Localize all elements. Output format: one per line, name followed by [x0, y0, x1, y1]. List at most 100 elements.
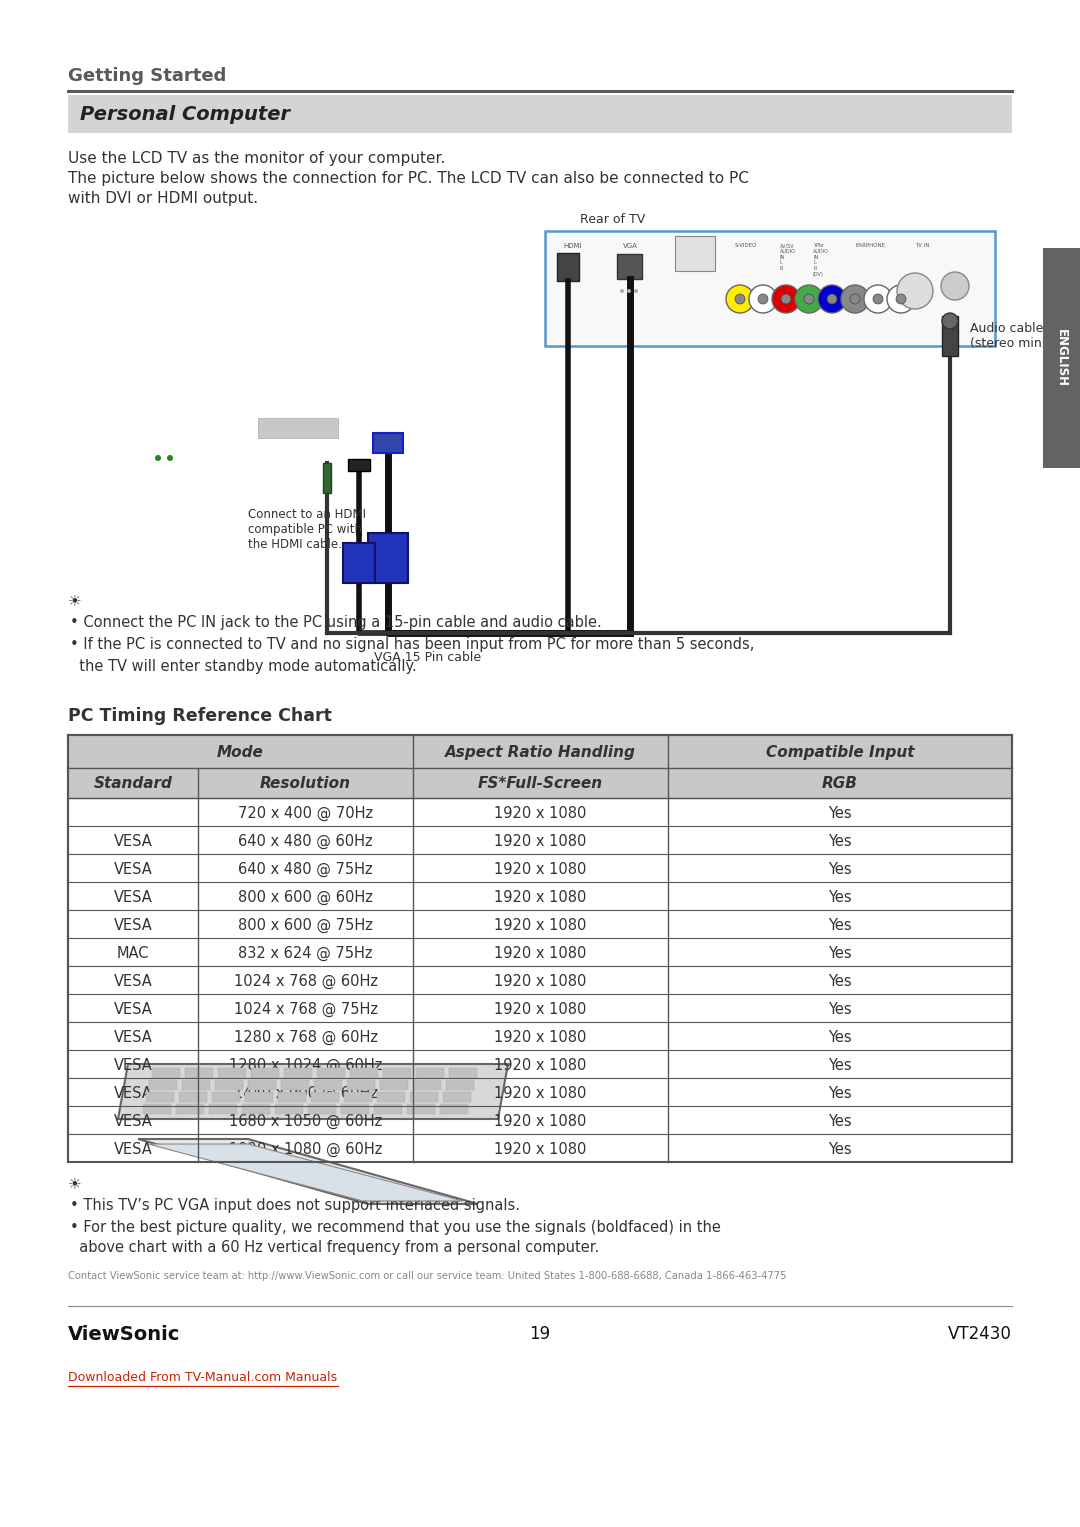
Text: Yes: Yes — [828, 945, 852, 960]
Text: Yes: Yes — [828, 918, 852, 933]
Text: AV: AV — [710, 243, 717, 247]
Text: HDMI: HDMI — [563, 243, 581, 249]
Text: 832 x 624 @ 75Hz: 832 x 624 @ 75Hz — [239, 945, 373, 960]
Bar — [68, 967, 1012, 994]
Bar — [68, 1051, 1012, 1078]
Bar — [942, 316, 958, 356]
Polygon shape — [410, 1092, 438, 1102]
Polygon shape — [314, 1080, 342, 1090]
Text: Yes: Yes — [828, 974, 852, 988]
Text: Audio cable
(stereo mini plugs): Audio cable (stereo mini plugs) — [970, 322, 1080, 350]
Text: FS*Full-Screen: FS*Full-Screen — [478, 777, 603, 791]
Polygon shape — [377, 1092, 405, 1102]
Circle shape — [818, 286, 846, 313]
Polygon shape — [212, 1092, 240, 1102]
Text: 1920 x 1080 @ 60Hz: 1920 x 1080 @ 60Hz — [229, 1141, 382, 1156]
Circle shape — [167, 455, 173, 461]
Text: YPbr
AUDIO
IN
L
R
(DV): YPbr AUDIO IN L R (DV) — [813, 243, 828, 276]
Text: Yes: Yes — [828, 806, 852, 820]
Circle shape — [795, 286, 823, 313]
Bar — [68, 826, 1012, 854]
Polygon shape — [218, 1067, 246, 1078]
Text: ☀: ☀ — [68, 1176, 82, 1191]
Text: 1920 x 1080: 1920 x 1080 — [495, 806, 586, 820]
Bar — [68, 95, 1012, 133]
Text: VESA: VESA — [113, 1002, 152, 1017]
Bar — [557, 253, 579, 281]
Text: • This TV’s PC VGA input does not support interlaced signals.: • This TV’s PC VGA input does not suppor… — [70, 1199, 519, 1212]
Polygon shape — [416, 1067, 444, 1078]
Text: RGB: RGB — [822, 777, 858, 791]
Polygon shape — [443, 1092, 471, 1102]
Text: VESA: VESA — [113, 1113, 152, 1128]
Text: ENGLISH: ENGLISH — [1055, 328, 1068, 386]
Polygon shape — [210, 1104, 237, 1115]
Text: • For the best picture quality, we recommend that you use the signals (boldfaced: • For the best picture quality, we recom… — [70, 1220, 720, 1235]
Text: 1280 x 1024 @ 60Hz: 1280 x 1024 @ 60Hz — [229, 1057, 382, 1072]
Text: VESA: VESA — [113, 1058, 152, 1072]
Circle shape — [620, 289, 624, 293]
Polygon shape — [311, 1092, 339, 1102]
Text: Yes: Yes — [828, 1002, 852, 1017]
Text: 720 x 400 @ 70Hz: 720 x 400 @ 70Hz — [238, 805, 373, 820]
Text: Yes: Yes — [828, 1086, 852, 1101]
Circle shape — [850, 295, 860, 304]
Bar — [373, 434, 403, 454]
Text: 1280 x 768 @ 60Hz: 1280 x 768 @ 60Hz — [233, 1029, 378, 1044]
Circle shape — [726, 286, 754, 313]
Bar — [68, 734, 1012, 768]
Polygon shape — [248, 1080, 276, 1090]
Polygon shape — [345, 1092, 372, 1102]
Polygon shape — [383, 1067, 411, 1078]
Polygon shape — [278, 1092, 306, 1102]
Circle shape — [627, 289, 631, 293]
Text: Yes: Yes — [828, 1142, 852, 1156]
Text: 640 x 480 @ 75Hz: 640 x 480 @ 75Hz — [239, 861, 373, 876]
Circle shape — [634, 289, 638, 293]
Text: MAC: MAC — [117, 945, 149, 960]
Circle shape — [942, 313, 958, 328]
Polygon shape — [183, 1080, 210, 1090]
Text: Yes: Yes — [828, 861, 852, 876]
Text: Contact ViewSonic service team at: http://www.ViewSonic.com or call our service : Contact ViewSonic service team at: http:… — [68, 1270, 786, 1281]
Text: Downloaded From TV-Manual.com Manuals: Downloaded From TV-Manual.com Manuals — [68, 1371, 337, 1383]
Text: 1024 x 768 @ 75Hz: 1024 x 768 @ 75Hz — [233, 1002, 378, 1017]
Circle shape — [772, 286, 800, 313]
Text: 1920 x 1080: 1920 x 1080 — [495, 918, 586, 933]
Text: 19: 19 — [529, 1325, 551, 1344]
Circle shape — [887, 286, 915, 313]
Polygon shape — [446, 1080, 474, 1090]
Text: Mode: Mode — [217, 745, 264, 760]
Polygon shape — [149, 1080, 177, 1090]
Polygon shape — [152, 1067, 180, 1078]
Text: ☀: ☀ — [68, 592, 82, 608]
Circle shape — [156, 455, 161, 461]
Text: VESA: VESA — [113, 974, 152, 988]
Bar — [545, 231, 995, 347]
Circle shape — [750, 286, 777, 313]
Text: VESA: VESA — [113, 1142, 152, 1156]
Text: VESA: VESA — [113, 834, 152, 849]
Polygon shape — [281, 1080, 309, 1090]
Text: Rear of TV: Rear of TV — [580, 212, 645, 226]
Text: 1920 x 1080: 1920 x 1080 — [495, 1058, 586, 1072]
Polygon shape — [440, 1104, 468, 1115]
Polygon shape — [413, 1080, 441, 1090]
Text: 800 x 600 @ 60Hz: 800 x 600 @ 60Hz — [238, 889, 373, 904]
Bar — [68, 1135, 1012, 1162]
Text: VESA: VESA — [113, 1029, 152, 1044]
Circle shape — [864, 286, 892, 313]
Text: 1920 x 1080: 1920 x 1080 — [495, 1113, 586, 1128]
Text: The picture below shows the connection for PC. The LCD TV can also be connected : The picture below shows the connection f… — [68, 171, 748, 186]
Text: Yes: Yes — [828, 890, 852, 904]
Bar — [68, 768, 1012, 799]
Text: the TV will enter standby mode automatically.: the TV will enter standby mode automatic… — [70, 660, 417, 673]
Text: 800 x 600 @ 75Hz: 800 x 600 @ 75Hz — [238, 918, 373, 933]
Polygon shape — [318, 1067, 345, 1078]
Text: Use the LCD TV as the monitor of your computer.: Use the LCD TV as the monitor of your co… — [68, 151, 445, 166]
Polygon shape — [176, 1104, 204, 1115]
Polygon shape — [215, 1080, 243, 1090]
Circle shape — [804, 295, 814, 304]
Text: S-VIDEO: S-VIDEO — [735, 243, 757, 247]
Text: Connect to an HDMI
compatible PC with
the HDMI cable.: Connect to an HDMI compatible PC with th… — [248, 508, 366, 551]
